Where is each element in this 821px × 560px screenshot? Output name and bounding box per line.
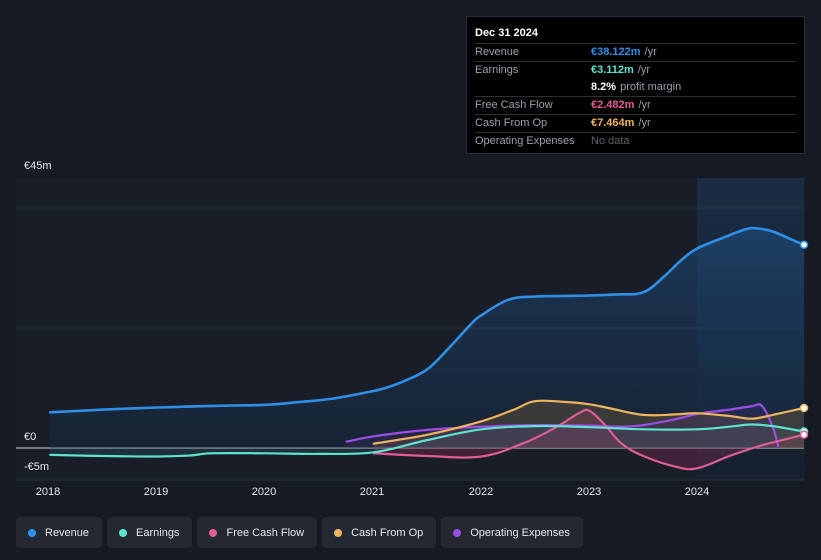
tooltip-unit: /yr bbox=[638, 117, 651, 129]
tooltip-label: Free Cash Flow bbox=[475, 99, 553, 111]
tooltip-value: 8.2% bbox=[591, 81, 617, 93]
earnings-line bbox=[49, 423, 806, 458]
free-cash-flow-line bbox=[372, 408, 806, 471]
legend-dot-icon bbox=[28, 528, 36, 537]
tooltip-unit: /yr bbox=[644, 46, 657, 58]
chart-area bbox=[16, 178, 809, 481]
tooltip-unit: /yr bbox=[638, 99, 651, 111]
x-tick-label: 2021 bbox=[359, 486, 385, 498]
revenue-line bbox=[48, 226, 806, 414]
x-tick-label: 2019 bbox=[143, 486, 169, 498]
legend-label: Revenue bbox=[45, 526, 90, 539]
cash-from-op-area bbox=[373, 400, 804, 448]
revenue-area bbox=[50, 228, 804, 448]
tooltip-label bbox=[475, 79, 591, 96]
y-tick-label-top: €45m bbox=[24, 160, 52, 172]
tooltip-label: Operating Expenses bbox=[475, 135, 575, 147]
tooltip-label: Revenue bbox=[475, 46, 520, 58]
legend-dot-icon bbox=[119, 528, 128, 537]
legend-dot-icon bbox=[334, 528, 343, 537]
x-tick-label: 2022 bbox=[468, 486, 494, 498]
x-tick-label: 2018 bbox=[35, 486, 61, 498]
free-cash-flow-area bbox=[373, 409, 804, 470]
legend-label: Earnings bbox=[136, 526, 180, 539]
tooltip-value: €7.464m bbox=[591, 117, 635, 129]
y-tick-label-bottom: -€5m bbox=[24, 461, 50, 473]
tooltip-unit: profit margin bbox=[620, 81, 682, 93]
tooltip-row-cash-from-op: Cash From Op €7.464m /yr bbox=[475, 114, 796, 132]
legend-item-earnings[interactable]: Earnings bbox=[107, 517, 193, 548]
free-cash-flow-end-marker bbox=[799, 430, 809, 439]
tooltip-value: €2.482m bbox=[591, 99, 635, 111]
legend-item-free-cash-flow[interactable]: Free Cash Flow bbox=[197, 517, 318, 548]
tooltip-value: No data bbox=[591, 135, 630, 147]
x-tick-label: 2020 bbox=[251, 486, 277, 498]
cash-from-op-end-marker bbox=[799, 403, 809, 413]
legend-item-operating-expenses[interactable]: Operating Expenses bbox=[441, 517, 583, 548]
legend-label: Cash From Op bbox=[351, 526, 424, 539]
tooltip-label: Cash From Op bbox=[475, 117, 548, 129]
tooltip-label: Earnings bbox=[475, 64, 519, 76]
legend-label: Operating Expenses bbox=[470, 526, 570, 539]
x-tick-label: 2023 bbox=[576, 486, 602, 498]
legend: Revenue Earnings Free Cash Flow Cash Fro… bbox=[16, 517, 583, 548]
x-tick-label: 2024 bbox=[684, 486, 710, 498]
revenue-end-marker bbox=[799, 240, 809, 250]
tooltip-panel: Dec 31 2024 Revenue €38.122m /yr Earning… bbox=[466, 16, 805, 154]
tooltip-row-earnings: Earnings €3.112m /yr bbox=[475, 61, 796, 79]
legend-dot-icon bbox=[209, 528, 218, 537]
tooltip-value: €3.112m bbox=[591, 64, 634, 76]
tooltip-row-revenue: Revenue €38.122m /yr bbox=[475, 43, 796, 61]
tooltip-row-operating-expenses: Operating Expenses No data bbox=[475, 132, 796, 150]
legend-item-cash-from-op[interactable]: Cash From Op bbox=[322, 517, 437, 548]
tooltip-row-free-cash-flow: Free Cash Flow €2.482m /yr bbox=[475, 96, 796, 114]
tooltip-date: Dec 31 2024 bbox=[475, 27, 538, 39]
operating-expenses-line bbox=[345, 403, 780, 447]
cash-from-op-line bbox=[372, 399, 806, 445]
y-tick-label-zero: €0 bbox=[24, 431, 37, 443]
legend-dot-icon bbox=[453, 528, 462, 537]
tooltip-value: €38.122m bbox=[591, 46, 641, 58]
legend-item-revenue[interactable]: Revenue bbox=[16, 517, 103, 548]
tooltip-row-profit-margin: 8.2% profit margin bbox=[475, 79, 796, 96]
legend-label: Free Cash Flow bbox=[226, 526, 305, 539]
tooltip-unit: /yr bbox=[637, 64, 651, 76]
